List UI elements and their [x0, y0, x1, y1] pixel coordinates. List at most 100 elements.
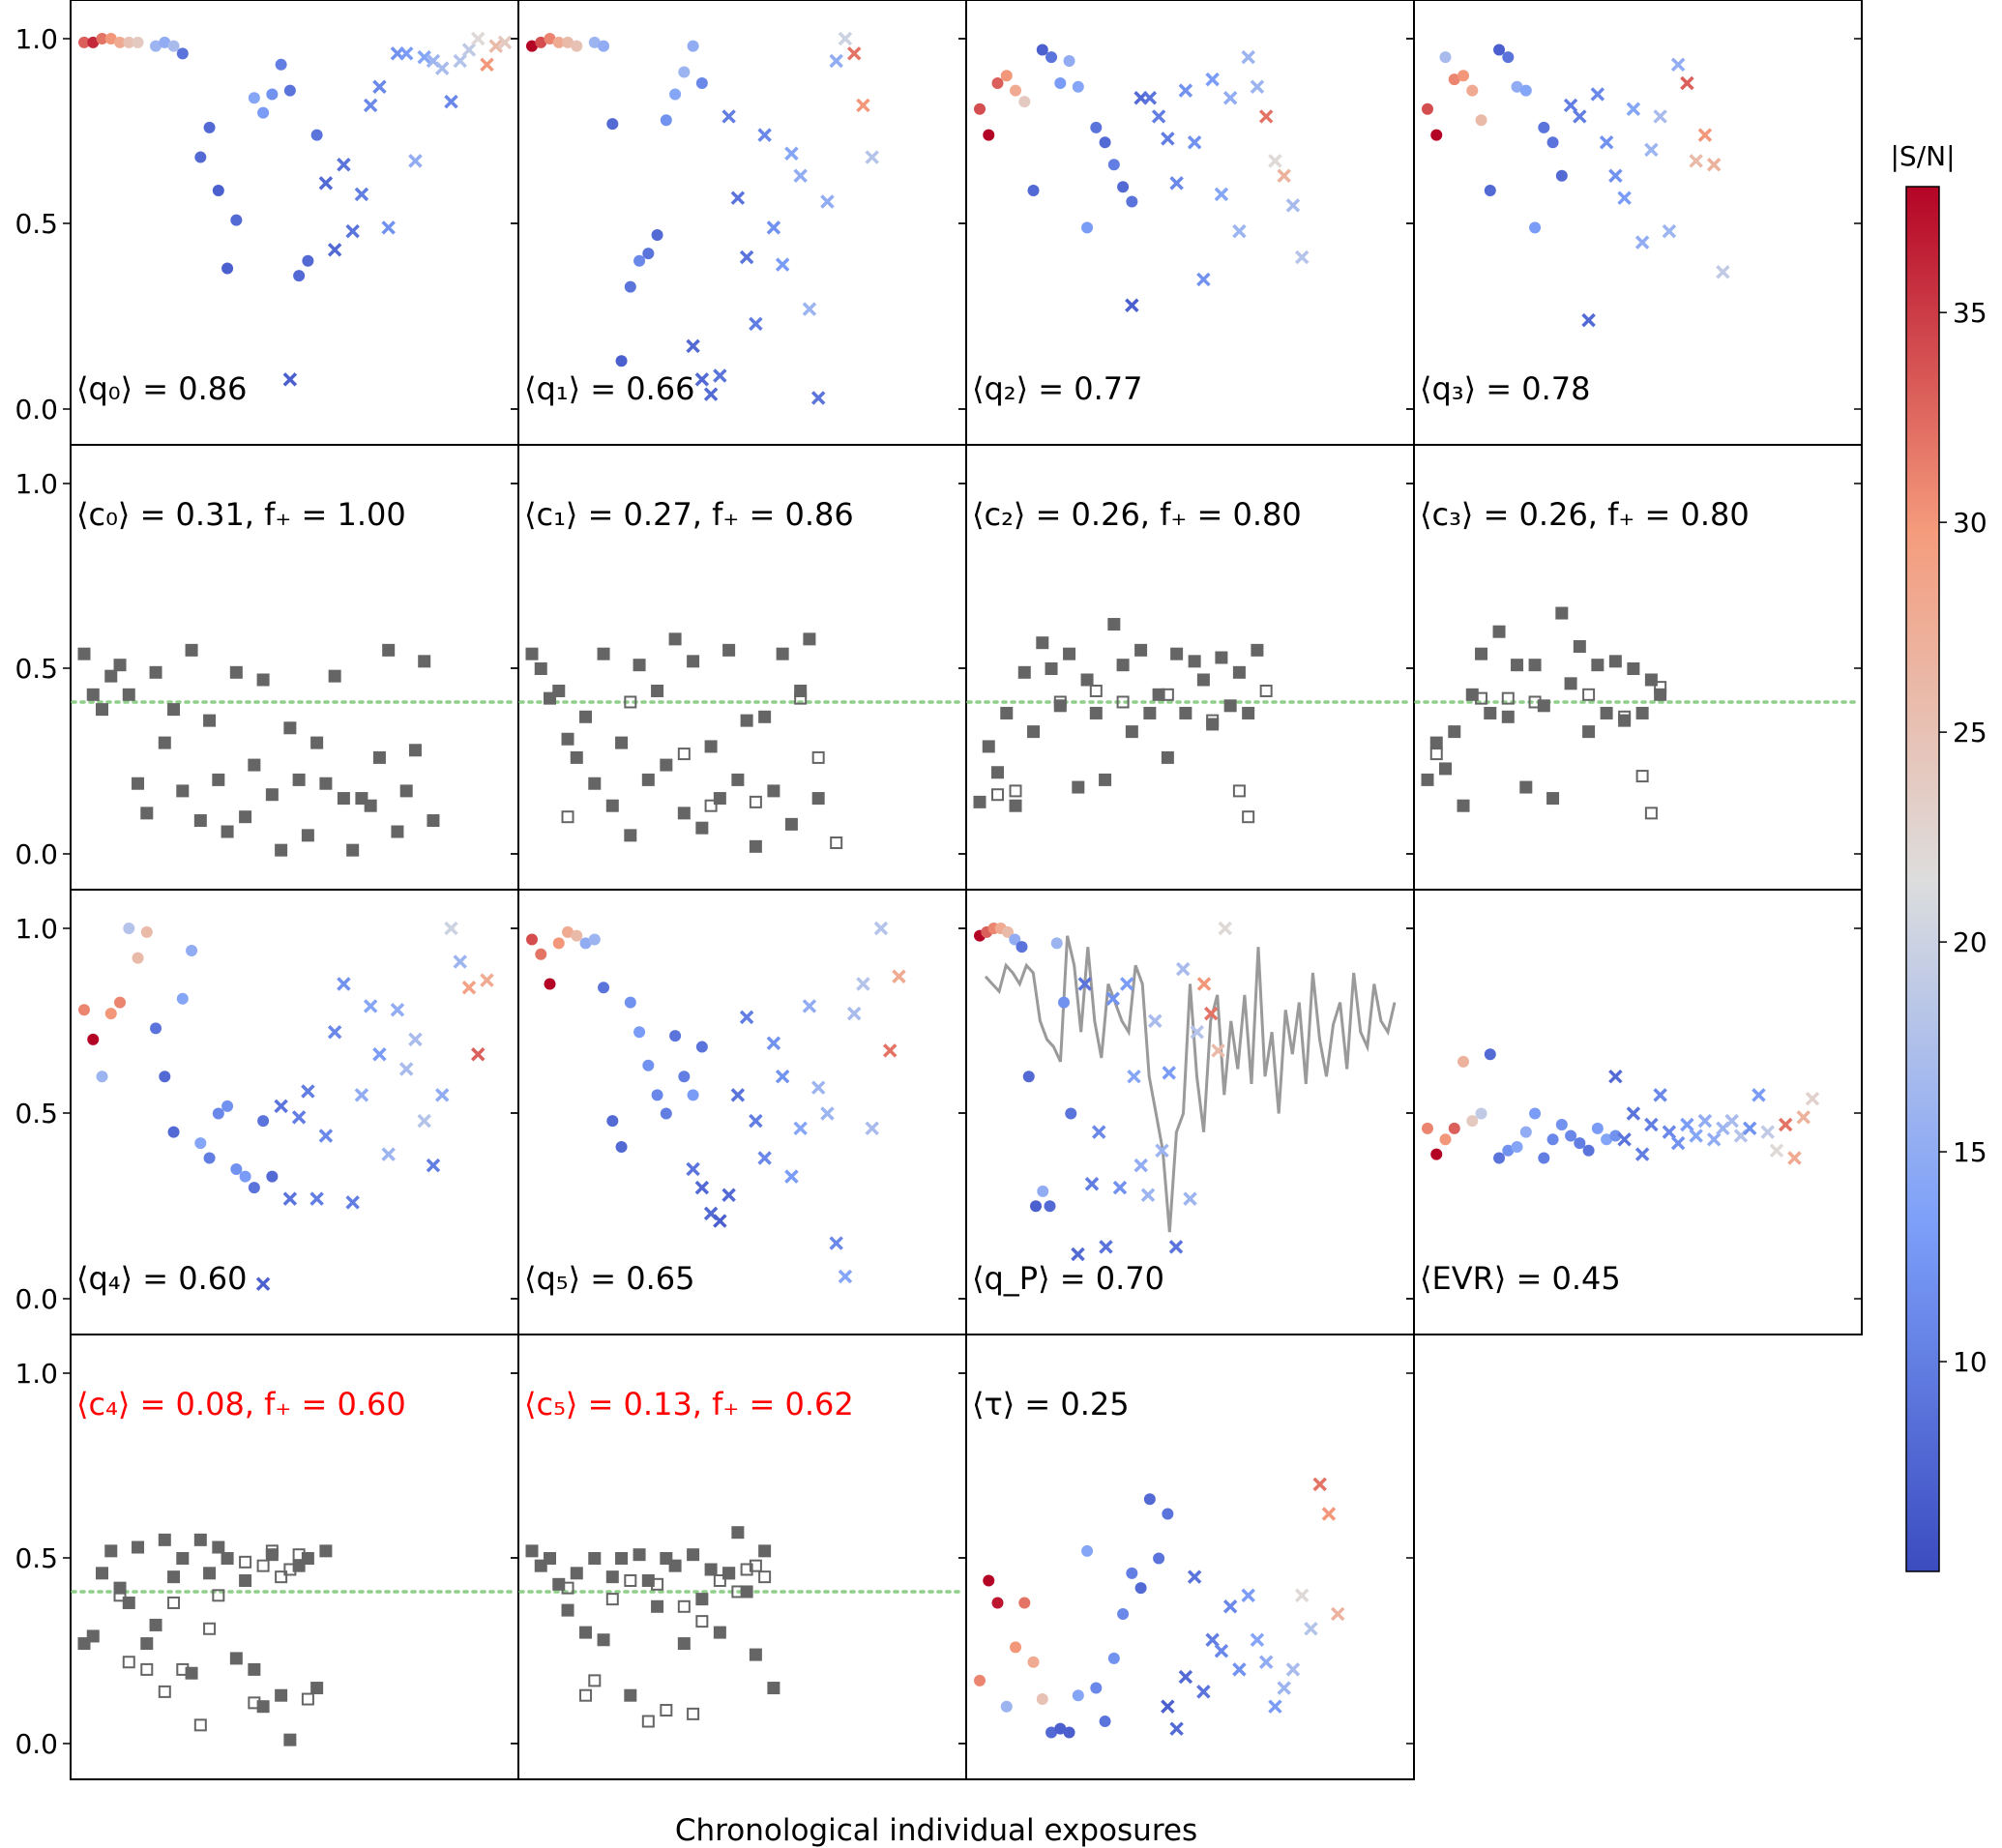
data-point-cross: [1169, 176, 1184, 191]
data-point-dot: [257, 106, 270, 119]
data-point-square: [740, 714, 753, 727]
data-point-cross: [1205, 72, 1220, 87]
data-point-cross: [686, 1161, 700, 1177]
data-point-cross: [730, 1088, 746, 1102]
data-point-cross: [381, 220, 396, 235]
data-point-dot: [624, 280, 636, 293]
data-point-dot: [194, 1137, 207, 1150]
data-point-hollow-square: [1089, 684, 1103, 697]
data-point-cross: [1077, 977, 1092, 991]
data-point-hollow-square: [292, 1548, 306, 1562]
data-point-cross: [757, 128, 772, 142]
data-point-dot: [1090, 1682, 1103, 1694]
data-point-dot: [123, 923, 135, 934]
data-point-square: [749, 1648, 762, 1661]
data-point-cross: [1662, 1125, 1677, 1139]
data-point-cross: [820, 194, 835, 209]
data-point-square: [1170, 647, 1184, 660]
data-point-cross: [408, 1032, 423, 1047]
data-point-cross: [865, 150, 879, 164]
data-point-hollow-square: [1206, 714, 1220, 727]
panel-frame: [70, 0, 519, 446]
data-point-square: [185, 643, 198, 657]
data-point-dot: [87, 1033, 100, 1045]
data-point-square: [660, 758, 673, 772]
data-point-hollow-square: [265, 1544, 279, 1558]
data-point-dot: [310, 129, 323, 141]
data-point-cross: [1617, 1132, 1632, 1147]
data-point-dot: [1162, 1508, 1174, 1520]
data-point-dot: [1117, 181, 1130, 193]
data-point-cross: [1232, 1662, 1247, 1677]
data-point-dot: [1058, 996, 1070, 1009]
data-point-dot: [1529, 1107, 1542, 1120]
data-point-dot: [552, 36, 565, 48]
data-point-square: [704, 740, 718, 753]
data-point-square: [615, 1552, 629, 1565]
data-point-cross: [1211, 1043, 1225, 1058]
data-point-dot: [212, 1107, 224, 1120]
data-point-square: [1251, 643, 1264, 657]
data-point-cross: [784, 146, 799, 161]
data-point-cross: [453, 954, 467, 969]
data-point-dot: [1065, 1107, 1077, 1120]
data-point-dot: [1609, 1129, 1622, 1142]
data-point-square: [229, 1652, 243, 1665]
data-point-cross: [694, 1180, 710, 1195]
data-point-dot: [1036, 44, 1048, 56]
data-point-square: [104, 669, 118, 683]
data-point-square: [695, 821, 709, 835]
data-point-dot: [167, 40, 180, 52]
data-point-dot: [606, 1115, 619, 1128]
data-point-cross: [865, 1121, 879, 1136]
data-point-hollow-square: [158, 1685, 171, 1698]
data-point-square: [113, 659, 127, 672]
colorbar-gradient: [1905, 186, 1940, 1572]
data-point-hollow-square: [713, 1573, 726, 1587]
panel-q4: 0.0 0.5 1.0 ⟨q₄⟩ = 0.60: [15, 889, 519, 1335]
data-point-hollow-square: [687, 1707, 700, 1720]
data-point-cross: [398, 46, 414, 61]
data-point-cross: [793, 168, 808, 183]
data-point-dot: [526, 40, 538, 52]
data-point-dot: [678, 1071, 691, 1083]
data-point-cross: [1105, 991, 1120, 1007]
panel-annotation: ⟨q₀⟩ = 0.86: [76, 370, 248, 407]
data-point-dot: [1000, 1700, 1013, 1713]
data-point-cross: [838, 1269, 853, 1284]
data-point-dot: [695, 1041, 708, 1053]
data-point-cross: [703, 387, 719, 401]
data-point-dot: [651, 1089, 663, 1101]
data-point-dot: [1448, 73, 1460, 86]
data-point-hollow-square: [677, 1599, 691, 1613]
data-point-square: [427, 814, 440, 828]
data-point-cross: [1183, 1191, 1197, 1206]
data-point-dot: [1502, 1144, 1515, 1157]
data-point-dot: [203, 121, 216, 133]
data-point-square: [248, 1662, 261, 1676]
data-point-square: [167, 1570, 181, 1584]
data-point-hollow-square: [1242, 810, 1255, 824]
data-point-hollow-square: [1582, 688, 1596, 701]
data-point-dot: [302, 254, 314, 267]
data-point-square: [1116, 659, 1130, 672]
data-point-dot: [1538, 121, 1550, 133]
colorbar-tick-label: 30: [1953, 507, 1987, 539]
data-point-cross: [372, 1046, 387, 1062]
data-point-square: [1555, 606, 1569, 620]
data-point-dot: [642, 1059, 655, 1071]
data-point-square: [382, 643, 396, 657]
data-point-square: [292, 773, 306, 786]
y-tick-label: 0.0: [15, 1728, 58, 1760]
data-point-square: [1089, 706, 1103, 719]
data-point-dot: [176, 992, 189, 1005]
data-point-square: [221, 1552, 234, 1565]
data-point-cross: [1133, 1158, 1148, 1173]
data-point-dot: [1448, 1122, 1460, 1134]
data-point-square: [1600, 706, 1613, 719]
panel-annotation: ⟨c₃⟩ = 0.26, f₊ = 0.80: [1420, 496, 1750, 533]
data-point-cross: [1178, 83, 1193, 98]
data-point-dot: [615, 1140, 628, 1153]
data-point-dot: [651, 228, 663, 241]
data-point-cross: [1662, 223, 1677, 239]
